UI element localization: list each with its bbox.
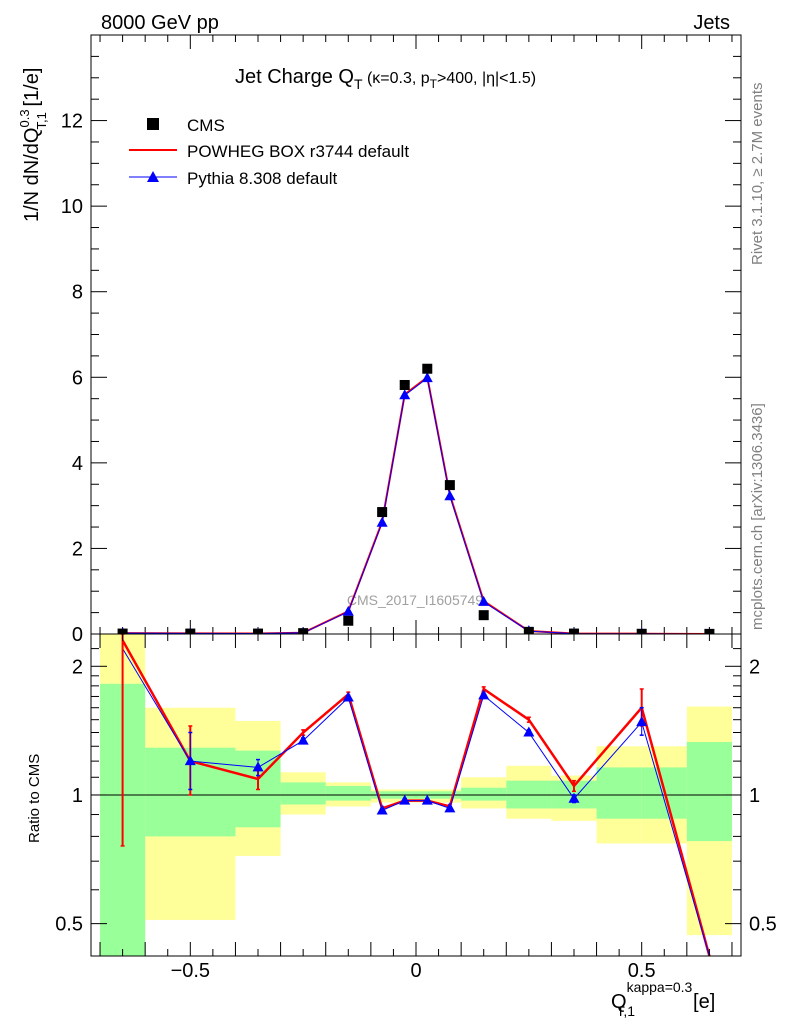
pythia-point xyxy=(478,595,490,606)
legend-label-powheg: POWHEG BOX r3744 default xyxy=(187,142,409,161)
pythia-point xyxy=(399,389,411,400)
ratio-xtick-label: 0 xyxy=(410,960,421,982)
ratio-panel: 0.5 0.5 1 1 2 2 −0.5 0 0.5 Ratio to CMS Qkappa=0.3… xyxy=(26,633,777,1019)
pythia-ratio-point xyxy=(523,726,535,737)
x-label-part: Q xyxy=(611,991,627,1013)
legend-marker-cms xyxy=(147,118,159,130)
pythia-line xyxy=(122,377,710,634)
ratio-xtick-label: −0.5 xyxy=(171,960,210,982)
ratio-ytick-label-right: 0.5 xyxy=(749,914,777,936)
ratio-y-axis-label: Ratio to CMS xyxy=(26,754,43,843)
pythia-ratio-line xyxy=(122,648,710,956)
x-label-part: T,1 xyxy=(616,1003,635,1019)
y-label-part: 1/N dN/dQ xyxy=(21,128,43,222)
pythia-point xyxy=(444,490,456,501)
pythia-ratio-point xyxy=(376,804,388,815)
cms-point xyxy=(568,628,579,634)
main-ytick-label: 0 xyxy=(72,624,83,646)
cms-point xyxy=(478,610,489,621)
cms-point xyxy=(377,507,388,518)
cms-point xyxy=(444,480,455,491)
pythia-ratio-point xyxy=(444,802,456,813)
pythia-ratio-point xyxy=(342,691,354,702)
title-part: Jet Charge Q xyxy=(235,66,354,88)
legend-label-cms: CMS xyxy=(187,116,225,135)
cms-point xyxy=(298,628,309,634)
pythia-ratio-point xyxy=(568,792,580,803)
legend-label-pythia: Pythia 8.308 default xyxy=(187,169,338,188)
y-label-part: 0.3 xyxy=(17,109,32,127)
main-ytick-label: 12 xyxy=(61,111,83,133)
pythia-ratio-point xyxy=(399,794,411,805)
main-ytick-label: 4 xyxy=(72,453,83,475)
y-label-part: T,1 xyxy=(34,112,49,129)
cms-point xyxy=(117,628,128,634)
legend-marker-pythia xyxy=(147,171,159,182)
uncertainty-band-green xyxy=(325,785,371,801)
pythia-ratio-point xyxy=(252,761,264,772)
ratio-ytick-label: 2 xyxy=(72,656,83,678)
cms-point xyxy=(523,626,534,634)
ratio-ytick-label-right: 2 xyxy=(749,656,760,678)
main-ytick-label: 8 xyxy=(72,282,83,304)
ratio-series-group xyxy=(91,634,741,956)
cms-point xyxy=(399,379,410,390)
uncertainty-band-green xyxy=(280,782,326,805)
cms-point xyxy=(343,615,354,626)
uncertainty-band-green xyxy=(596,767,642,819)
main-ytick-label: 2 xyxy=(72,538,83,560)
pythia-point xyxy=(421,372,433,383)
ratio-ytick-label: 0.5 xyxy=(55,914,83,936)
cms-point xyxy=(422,363,433,374)
title-part: >400, |η|<1.5) xyxy=(437,70,536,87)
main-panel: 0 2 4 6 8 10 12 CMS_2017_I1605749 Jet Charge QT … xyxy=(17,34,742,646)
analysis-watermark: CMS_2017_I1605749 xyxy=(347,592,483,608)
pythia-ratio-point xyxy=(478,689,490,700)
ratio-xtick-label: 0.5 xyxy=(628,960,656,982)
y-label-part: [1/e] xyxy=(21,68,43,112)
cms-point xyxy=(253,628,264,634)
header-energy-label: 8000 GeV pp xyxy=(101,12,219,34)
header-process-label: Jets xyxy=(693,12,730,34)
uncertainty-band-green xyxy=(461,787,507,801)
mcplots-label: mcplots.cern.ch [arXiv:1306.3436] xyxy=(749,403,766,630)
main-y-axis-label: 1/N dN/dQ0.3 T,1 [1/e] xyxy=(17,68,49,222)
uncertainty-band-green xyxy=(686,742,732,842)
main-series-group xyxy=(117,363,715,634)
title-part: T xyxy=(430,77,438,91)
rivet-label: Rivet 3.1.10, ≥ 2.7M events xyxy=(749,83,766,266)
pythia-ratio-point xyxy=(297,734,309,745)
pythia-point xyxy=(376,516,388,527)
cms-point xyxy=(185,628,196,634)
pythia-ratio-point xyxy=(184,755,196,766)
title-part: T xyxy=(354,76,363,92)
ratio-x-axis-label: Qkappa=0.3 T,1 [e] xyxy=(611,979,715,1019)
ratio-ytick-label-right: 1 xyxy=(749,785,760,807)
cms-point xyxy=(704,628,715,634)
title-part: (κ=0.3, p xyxy=(363,70,430,87)
ratio-frame xyxy=(90,633,742,957)
main-ytick-label: 10 xyxy=(61,196,83,218)
pythia-ratio-point xyxy=(636,716,648,727)
x-label-part: [e] xyxy=(693,991,715,1013)
pythia-point xyxy=(342,605,354,616)
cms-point xyxy=(636,628,647,634)
pythia-ratio-point xyxy=(421,794,433,805)
main-title: Jet Charge QT (κ=0.3, pT>400, |η|<1.5) xyxy=(235,66,536,92)
ratio-ytick-label: 1 xyxy=(72,785,83,807)
x-label-part: kappa=0.3 xyxy=(627,979,693,995)
main-ytick-label: 6 xyxy=(72,367,83,389)
